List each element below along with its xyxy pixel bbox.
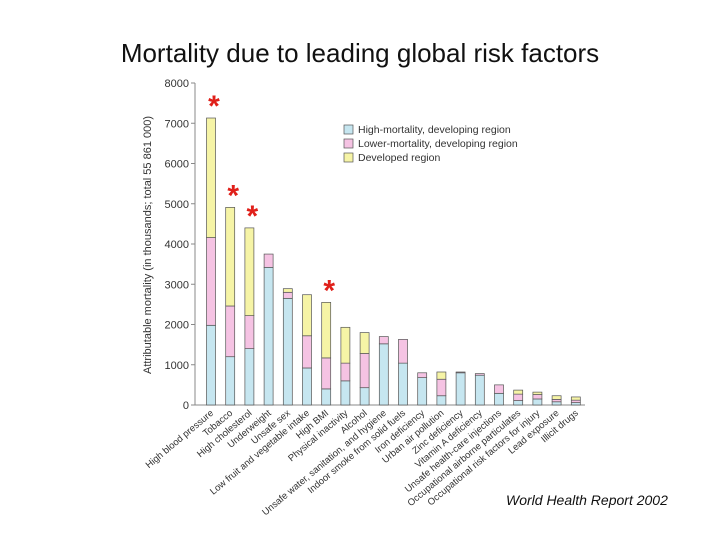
- bar-segment-lower-mortality: [263, 253, 274, 268]
- legend-label: High-mortality, developing region: [358, 124, 511, 136]
- bar-segment-high-mortality: [455, 372, 466, 406]
- bar-segment-high-mortality: [570, 402, 581, 406]
- bar-segment-high-mortality: [398, 362, 408, 406]
- bar-segment-lower-mortality: [359, 353, 370, 389]
- bar-segment-lower-mortality: [302, 335, 312, 369]
- bar-segment-high-mortality: [302, 367, 312, 406]
- legend-swatch: [343, 124, 354, 135]
- bar-segment-high-mortality: [282, 297, 293, 406]
- bar-segment-developed: [570, 396, 581, 401]
- y-tick-label: 1000: [165, 360, 189, 372]
- bar-segment-developed: [436, 371, 447, 380]
- bar-segment-high-mortality: [417, 377, 428, 406]
- y-tick-label: 7000: [165, 118, 189, 130]
- y-tick-label: 4000: [165, 239, 189, 251]
- annotation-star: *: [323, 274, 335, 307]
- bar-segment-developed: [551, 395, 562, 400]
- bar-segment-lower-mortality: [340, 362, 351, 382]
- legend-swatch: [343, 152, 354, 163]
- bar-segment-developed: [321, 302, 332, 359]
- bar-segment-developed: [359, 332, 370, 354]
- bar-segment-high-mortality: [321, 388, 332, 406]
- bar-segment-developed: [225, 207, 236, 307]
- y-tick-label: 8000: [165, 78, 189, 90]
- bar-segment-high-mortality: [225, 356, 236, 406]
- bar-segment-lower-mortality: [532, 394, 543, 400]
- annotation-star: *: [247, 200, 259, 233]
- y-tick-label: 0: [183, 400, 189, 412]
- bar-segment-developed: [513, 389, 524, 395]
- legend-label: Lower-mortality, developing region: [358, 138, 518, 150]
- y-tick-label: 5000: [165, 199, 189, 211]
- bar-segment-developed: [244, 227, 255, 316]
- bar-segment-developed: [282, 288, 293, 293]
- bar-segment-high-mortality: [551, 401, 562, 406]
- bar-segment-lower-mortality: [282, 291, 293, 299]
- bar-segment-high-mortality: [244, 348, 255, 406]
- bar-segment-lower-mortality: [494, 384, 504, 394]
- x-tick-label: High blood pressure: [144, 408, 216, 471]
- bar-segment-high-mortality: [474, 374, 485, 406]
- y-tick-label: 3000: [165, 279, 189, 291]
- y-tick-label: 6000: [165, 159, 189, 171]
- bar-segment-lower-mortality: [417, 372, 428, 378]
- bar-segment-lower-mortality: [398, 339, 408, 364]
- bar-segment-lower-mortality: [244, 315, 255, 349]
- annotation-star: *: [227, 179, 239, 212]
- bar-segment-developed: [206, 117, 216, 238]
- bar-segment-lower-mortality: [513, 393, 524, 401]
- bar-segment-high-mortality: [532, 398, 543, 406]
- bar-segment-high-mortality: [436, 395, 447, 406]
- legend-swatch: [343, 138, 354, 149]
- bar-segment-developed: [302, 294, 312, 337]
- bar-segment-lower-mortality: [225, 305, 236, 358]
- slide-title: Mortality due to leading global risk fac…: [120, 38, 600, 68]
- bar-segment-lower-mortality: [436, 378, 447, 397]
- bar-segment-lower-mortality: [378, 336, 389, 345]
- bar-segment-high-mortality: [513, 400, 524, 406]
- bar-segment-lower-mortality: [206, 237, 216, 326]
- bar-segment-high-mortality: [494, 392, 504, 406]
- bar-segment-high-mortality: [206, 324, 216, 406]
- bar-segment-high-mortality: [378, 343, 389, 406]
- bar-segment-lower-mortality: [321, 357, 332, 390]
- bar-segment-high-mortality: [359, 387, 370, 406]
- annotation-star: *: [208, 90, 220, 123]
- bar-segment-lower-mortality: [455, 371, 466, 374]
- legend-label: Developed region: [358, 152, 440, 164]
- y-tick-label: 2000: [165, 320, 189, 332]
- bar-segment-high-mortality: [340, 380, 351, 406]
- bar-segment-lower-mortality: [474, 373, 485, 376]
- bar-segment-lower-mortality: [570, 399, 581, 403]
- bar-segment-lower-mortality: [551, 399, 562, 403]
- bar-segment-developed: [340, 326, 351, 364]
- source-caption: World Health Report 2002: [506, 492, 668, 508]
- bar-segment-high-mortality: [263, 266, 274, 406]
- y-axis-label: Attributable mortality (in thousands; to…: [142, 116, 154, 374]
- bar-segment-developed: [532, 391, 543, 395]
